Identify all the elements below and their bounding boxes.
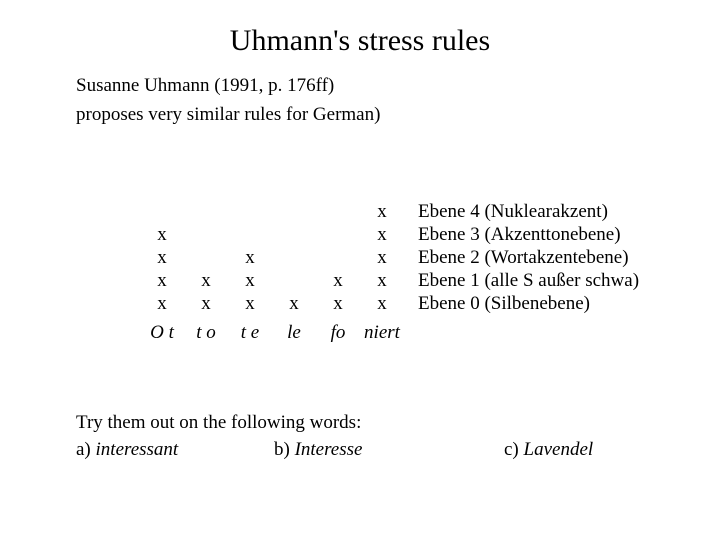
tryout-b-prefix: b) — [274, 439, 295, 460]
tryout-item-a: a) interessant — [76, 437, 274, 464]
grid-cell — [272, 269, 316, 292]
grid-cell — [228, 223, 272, 246]
tryout-b-word: Interesse — [295, 439, 363, 460]
intro-line-1: Susanne Uhmann (1991, p. 176ff) — [76, 72, 720, 101]
grid-cell — [316, 246, 360, 269]
tryout-a-prefix: a) — [76, 439, 96, 460]
grid-cell — [184, 200, 228, 223]
grid-cell: x — [360, 223, 404, 246]
grid-cell: x — [140, 246, 184, 269]
stress-grid-table: x x x x x x x x x — [140, 200, 404, 344]
grid-cell: x — [316, 269, 360, 292]
grid-cell — [316, 200, 360, 223]
tryout-item-b: b) Interesse — [274, 437, 504, 464]
grid-row: x x x — [140, 246, 404, 269]
page-title: Uhmann's stress rules — [0, 0, 720, 72]
grid-cell — [272, 246, 316, 269]
syllable-row: O t t o t e le fo niert — [140, 315, 404, 344]
grid-cell — [184, 223, 228, 246]
tryout-block: Try them out on the following words: a) … — [76, 410, 676, 463]
syllable-cell: t o — [184, 315, 228, 344]
grid-cell: x — [184, 292, 228, 315]
tryout-heading: Try them out on the following words: — [76, 410, 676, 437]
level-label: Ebene 2 (Wortakzentebene) — [418, 246, 639, 269]
grid-cell: x — [228, 269, 272, 292]
grid-cell — [140, 200, 184, 223]
syllable-cell: le — [272, 315, 316, 344]
grid-cell — [316, 223, 360, 246]
grid-cell — [272, 223, 316, 246]
level-label: Ebene 0 (Silbenebene) — [418, 292, 639, 315]
tryout-row: a) interessant b) Interesse c) Lavendel — [76, 437, 676, 464]
intro-block: Susanne Uhmann (1991, p. 176ff) proposes… — [76, 72, 720, 129]
grid-cell: x — [228, 292, 272, 315]
grid-row: x x x x x x — [140, 292, 404, 315]
grid-cell — [228, 200, 272, 223]
intro-line-2: proposes very similar rules for German) — [76, 101, 720, 130]
tryout-c-word: Lavendel — [524, 439, 594, 460]
grid-row: x x x x x — [140, 269, 404, 292]
level-label: Ebene 3 (Akzenttonebene) — [418, 223, 639, 246]
grid-cell: x — [360, 200, 404, 223]
syllable-cell: fo — [316, 315, 360, 344]
grid-cell: x — [140, 223, 184, 246]
grid-cell: x — [360, 269, 404, 292]
grid-cell: x — [316, 292, 360, 315]
grid-cell — [184, 246, 228, 269]
grid-cell — [272, 200, 316, 223]
grid-cell: x — [140, 292, 184, 315]
stress-grid: x x x x x x x x x — [140, 200, 404, 344]
grid-row: x x — [140, 223, 404, 246]
tryout-c-prefix: c) — [504, 439, 524, 460]
syllable-cell: niert — [360, 315, 404, 344]
grid-row: x — [140, 200, 404, 223]
level-label: Ebene 1 (alle S außer schwa) — [418, 269, 639, 292]
grid-cell: x — [184, 269, 228, 292]
grid-cell: x — [360, 246, 404, 269]
level-label: Ebene 4 (Nuklearakzent) — [418, 200, 639, 223]
grid-cell: x — [228, 246, 272, 269]
slide: Uhmann's stress rules Susanne Uhmann (19… — [0, 0, 720, 540]
level-labels: Ebene 4 (Nuklearakzent) Ebene 3 (Akzentt… — [418, 200, 639, 315]
syllable-cell: t e — [228, 315, 272, 344]
grid-cell: x — [140, 269, 184, 292]
grid-cell: x — [272, 292, 316, 315]
syllable-cell: O t — [140, 315, 184, 344]
grid-cell: x — [360, 292, 404, 315]
tryout-item-c: c) Lavendel — [504, 437, 664, 464]
tryout-a-word: interessant — [96, 439, 179, 460]
